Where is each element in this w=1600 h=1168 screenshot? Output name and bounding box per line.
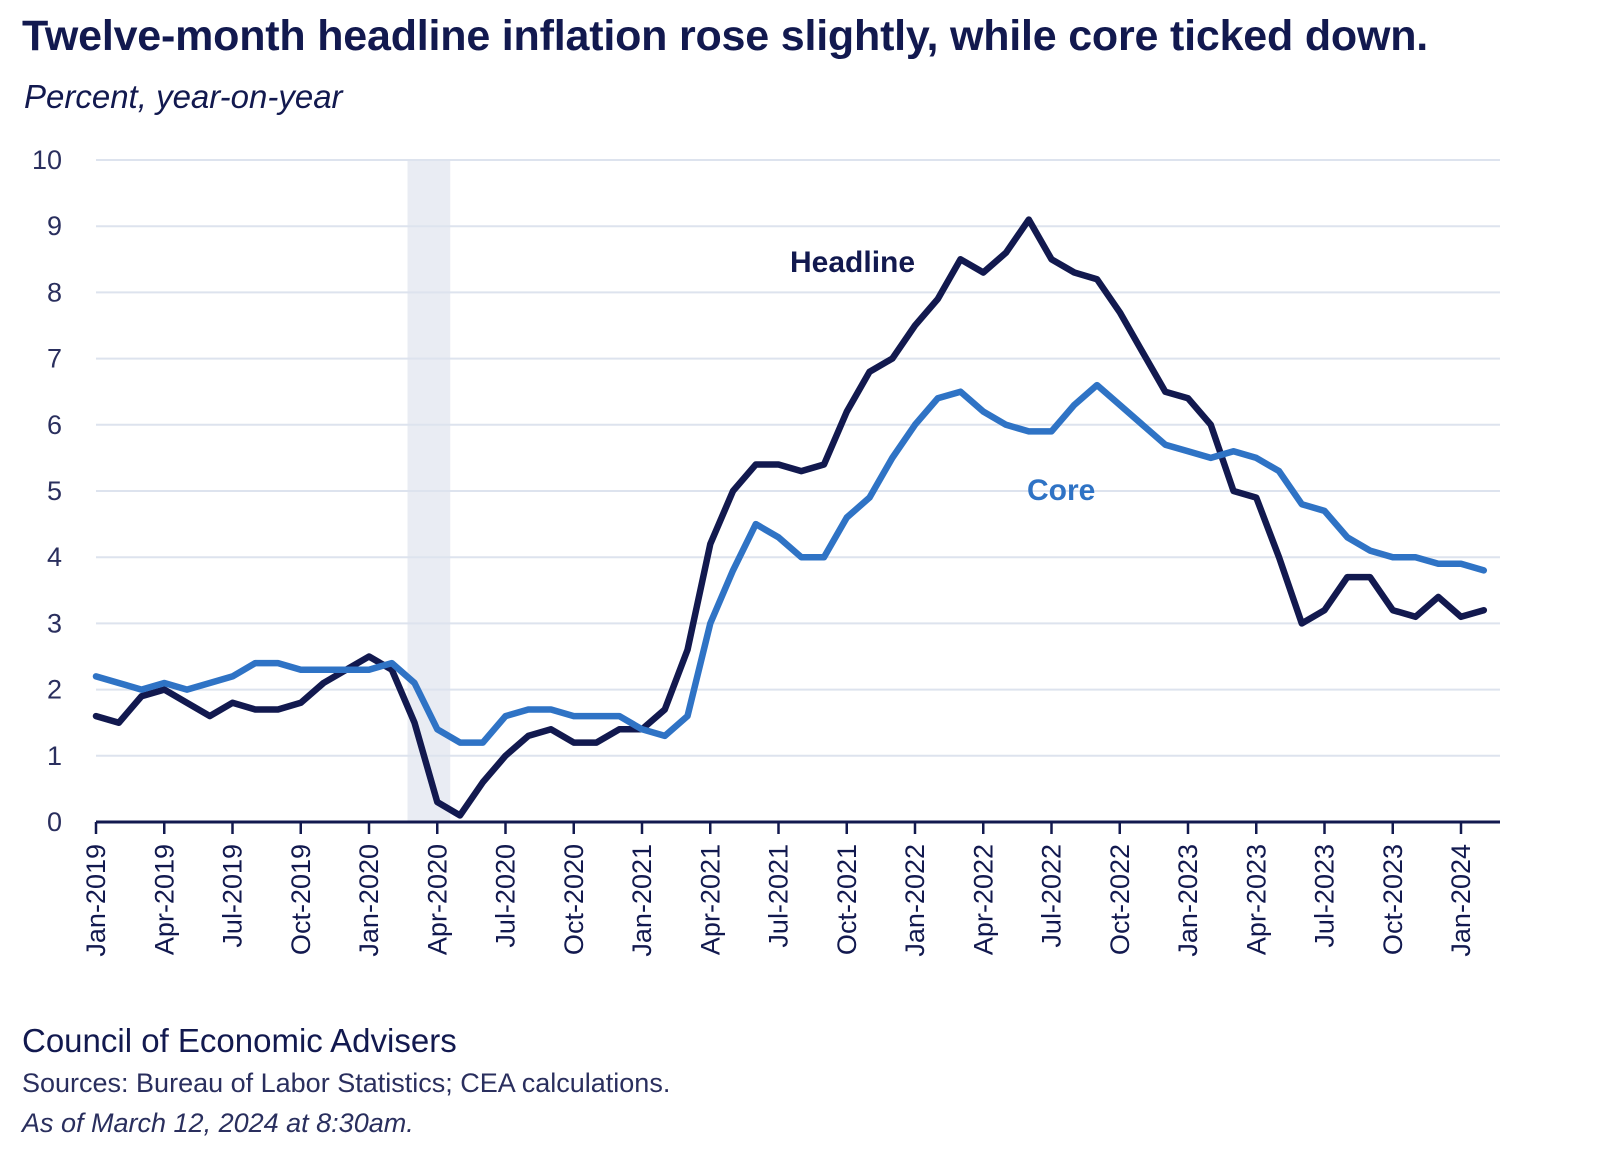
x-tick-label: Apr-2022 [968,844,998,955]
y-tick-label: 4 [47,542,62,572]
y-tick-label: 10 [32,145,62,175]
x-tick-label: Oct-2020 [559,844,589,955]
x-tick-label: Jan-2019 [81,844,111,957]
x-tick-label: Apr-2023 [1241,844,1271,955]
as-of-note: As of March 12, 2024 at 8:30am. [22,1108,414,1138]
y-tick-label: 7 [47,344,62,374]
y-tick-label: 0 [47,807,62,837]
x-tick-label: Oct-2022 [1105,844,1135,955]
chart-title: Twelve-month headline inflation rose sli… [22,12,1429,60]
x-tick-label: Jul-2019 [218,844,248,948]
y-tick-label: 6 [47,410,62,440]
sources-note: Sources: Bureau of Labor Statistics; CEA… [22,1068,671,1098]
x-tick-label: Oct-2021 [832,844,862,955]
x-tick-label: Jan-2020 [354,844,384,957]
x-tick-label: Jul-2020 [491,844,521,948]
x-tick-label: Oct-2019 [286,844,316,955]
x-tick-label: Jan-2024 [1446,844,1476,957]
x-tick-label: Apr-2020 [422,844,452,955]
y-tick-label: 9 [47,211,62,241]
x-tick-label: Jul-2021 [764,844,794,948]
source-organization: Council of Economic Advisers [22,1022,457,1059]
core-series-line [92,381,1488,746]
y-tick-label: 8 [47,277,62,307]
headline-series-label: Headline [790,246,915,279]
headline-series-line [92,216,1488,819]
y-tick-label: 3 [47,608,62,638]
core-series-label: Core [1027,474,1095,507]
y-tick-label: 5 [47,476,62,506]
x-tick-label: Jan-2023 [1173,844,1203,957]
x-tick-label: Jul-2022 [1037,844,1067,948]
y-tick-label: 1 [47,741,62,771]
chart-subtitle: Percent, year-on-year [24,78,343,115]
x-tick-label: Apr-2019 [149,844,179,955]
y-tick-label: 2 [47,675,62,705]
inflation-line-chart: 0 1 2 3 4 5 6 7 8 9 10 Jan-2019 Apr-2019 Jul-2019 Oct… [32,145,1500,957]
x-tick-label: Jan-2022 [900,844,930,957]
x-tick-label: Jul-2023 [1310,844,1340,948]
x-tick-label: Oct-2023 [1378,844,1408,955]
x-tick-label: Jan-2021 [627,844,657,957]
x-tick-label: Apr-2021 [695,844,725,955]
